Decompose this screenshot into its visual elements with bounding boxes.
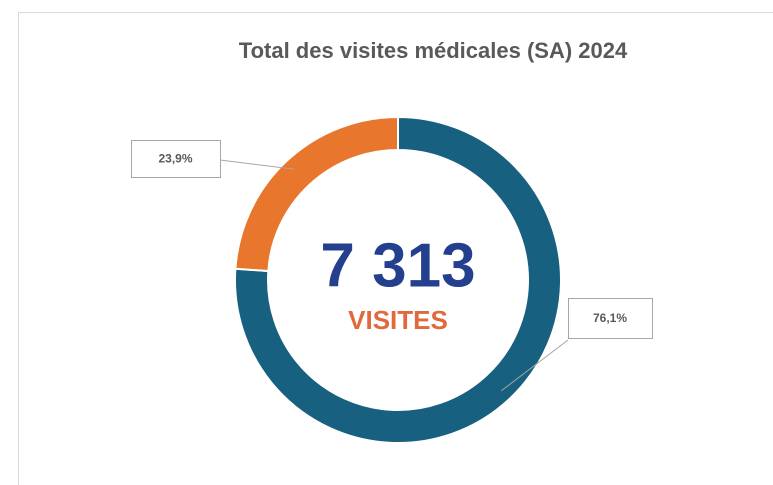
donut-slice <box>234 115 562 444</box>
label-box <box>568 298 653 339</box>
label-box <box>131 140 221 178</box>
center-total: 7 313 <box>320 231 475 300</box>
data-label: 23,9% <box>158 152 192 166</box>
leader-line <box>219 159 295 170</box>
chart-frame <box>18 12 773 485</box>
data-label: 76,1% <box>593 311 627 325</box>
leader-line <box>501 339 569 392</box>
chart-title: Total des visites médicales (SA) 2024 <box>239 38 628 63</box>
center-caption: VISITES <box>348 305 448 335</box>
donut-slice <box>234 115 399 273</box>
